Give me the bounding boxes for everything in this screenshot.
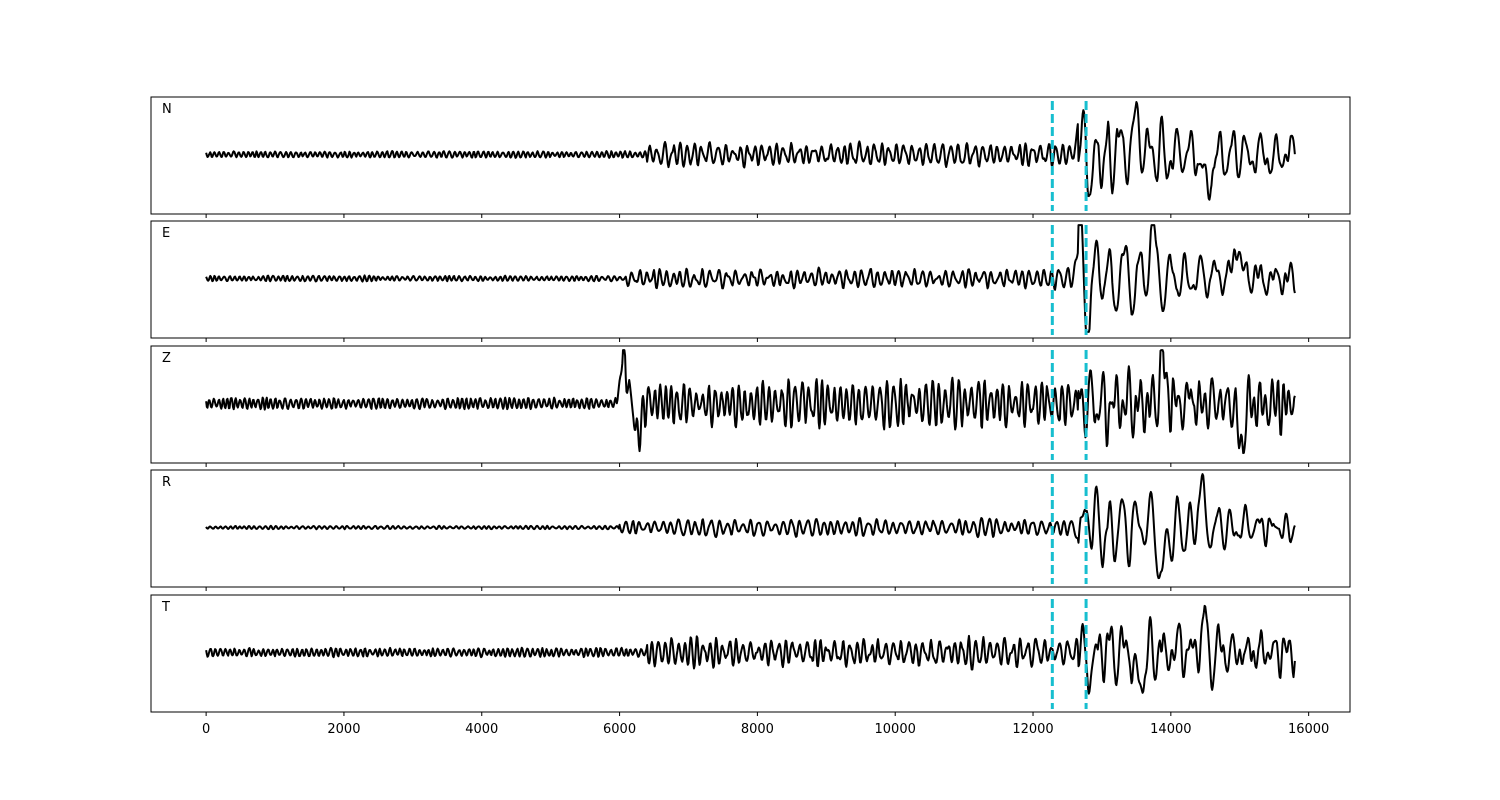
panel-e: E (150, 220, 1351, 342)
x-tick-label: 0 (202, 722, 210, 737)
x-tick-label: 16000 (1288, 722, 1329, 737)
panel-frame (150, 96, 1351, 215)
trace-t (205, 604, 1296, 695)
x-tick-label: 8000 (741, 722, 774, 737)
x-tick-label: 4000 (465, 722, 498, 737)
panel-frame (150, 594, 1351, 713)
panel-z: Z (150, 345, 1351, 467)
trace-z (205, 349, 1296, 455)
panel-r: R (150, 469, 1351, 591)
panel-frame (150, 469, 1351, 588)
panel-n: N (150, 96, 1351, 218)
x-tick-label: 2000 (327, 722, 360, 737)
x-tick-label: 14000 (1150, 722, 1191, 737)
panels: N E Z R T (150, 96, 1351, 716)
panel-label: N (162, 102, 172, 117)
panel-label: T (161, 600, 170, 615)
panel-frame (150, 220, 1351, 339)
trace-n (205, 101, 1296, 201)
x-tick-label: 12000 (1012, 722, 1053, 737)
panel-label: E (162, 226, 170, 241)
x-axis: 0 2000 4000 6000 8000 10000 12000 14000 16000 (202, 722, 1329, 737)
trace-e (205, 224, 1296, 333)
panel-frame (150, 345, 1351, 464)
panel-label: Z (162, 351, 171, 366)
panel-label: R (162, 475, 171, 490)
x-tick-label: 6000 (603, 722, 636, 737)
panel-t: T (150, 594, 1351, 716)
trace-r (205, 473, 1296, 580)
x-tick-label: 10000 (875, 722, 916, 737)
